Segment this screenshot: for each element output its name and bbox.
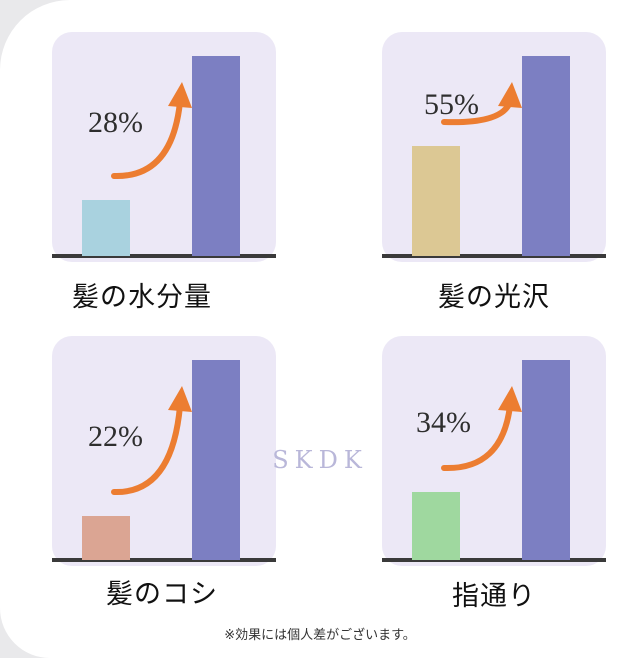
chart-label: 髪の光沢 — [438, 282, 550, 313]
chart-svg — [382, 360, 606, 562]
chart-svg — [52, 360, 276, 562]
growth-arrow — [441, 403, 513, 472]
bar-before — [82, 200, 130, 256]
percent-label: 34% — [416, 406, 471, 439]
arrow-head-icon — [168, 386, 192, 412]
chart-svg — [382, 56, 606, 258]
arrow-head-icon — [498, 386, 522, 412]
chart-panel-combing: 34% — [382, 336, 606, 566]
growth-arrow — [111, 99, 183, 180]
chart-panel-shine: 55% — [382, 32, 606, 262]
chart-label: 指通り — [452, 581, 536, 612]
percent-label: 22% — [88, 420, 143, 453]
percent-label: 28% — [88, 106, 143, 139]
growth-arrow — [111, 403, 183, 496]
bar-after — [192, 56, 240, 256]
arrow-head-icon — [498, 82, 522, 108]
chart-label: 髪のコシ — [106, 579, 218, 610]
bar-before — [412, 146, 460, 256]
chart-svg — [52, 56, 276, 258]
chart-label: 髪の水分量 — [72, 282, 212, 313]
bar-after — [522, 360, 570, 560]
percent-label: 55% — [424, 88, 479, 121]
bar-before — [82, 516, 130, 560]
chart-panel-moisture: 28% — [52, 32, 276, 262]
bar-after — [522, 56, 570, 256]
bar-after — [192, 360, 240, 560]
bar-before — [412, 492, 460, 560]
chart-panel-firmness: 22% — [52, 336, 276, 566]
arrow-head-icon — [168, 82, 192, 108]
disclaimer-note: ※効果には個人差がございます。 — [224, 628, 416, 643]
watermark-text: SKDK — [272, 446, 368, 474]
